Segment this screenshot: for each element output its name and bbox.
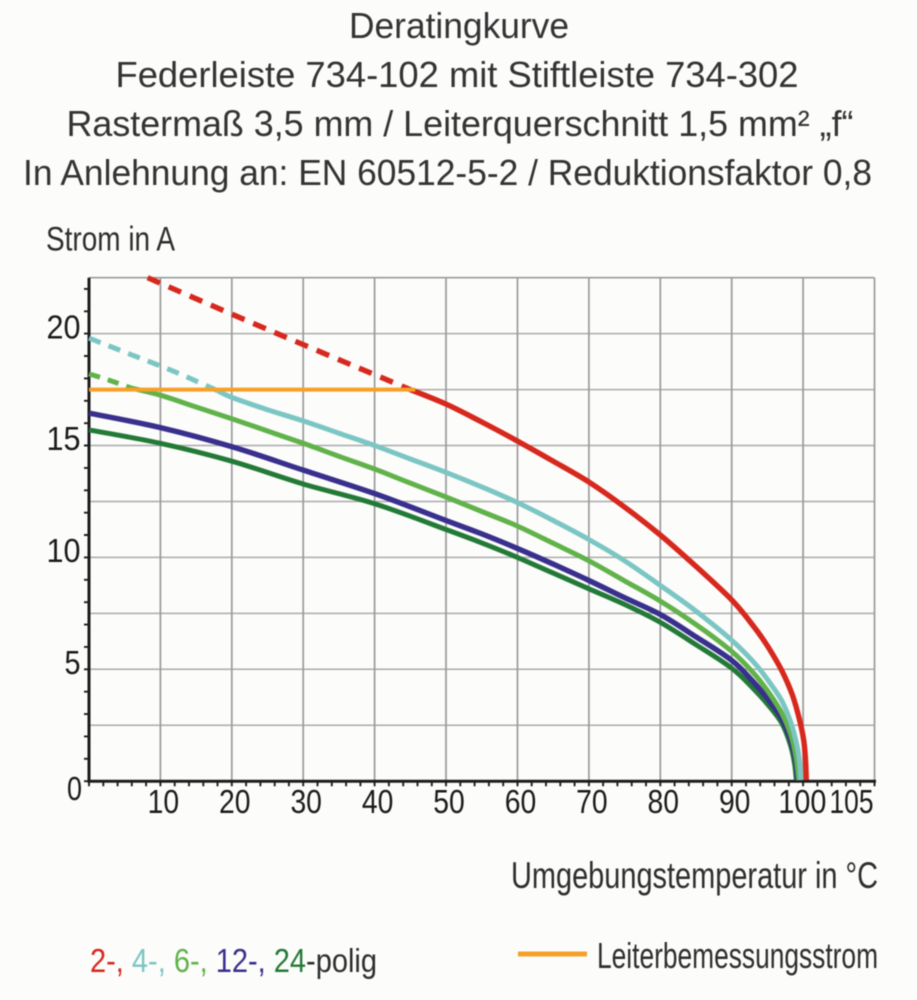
svg-text:20: 20 xyxy=(219,783,251,820)
svg-text:70: 70 xyxy=(576,783,608,820)
svg-text:100: 100 xyxy=(778,783,826,820)
svg-text:40: 40 xyxy=(362,783,394,820)
svg-text:10: 10 xyxy=(47,532,81,569)
svg-text:20: 20 xyxy=(47,308,81,345)
svg-text:90: 90 xyxy=(719,783,751,820)
svg-text:30: 30 xyxy=(290,783,322,820)
svg-text:Federleiste 734-102 mit Stiftl: Federleiste 734-102 mit Stiftleiste 734-… xyxy=(116,54,799,95)
svg-text:105: 105 xyxy=(830,783,874,820)
svg-text:Leiterbemessungsstrom: Leiterbemessungsstrom xyxy=(597,935,878,976)
svg-text:0: 0 xyxy=(67,770,82,807)
svg-text:Umgebungstemperatur in °C: Umgebungstemperatur in °C xyxy=(511,855,878,896)
svg-text:80: 80 xyxy=(648,783,680,820)
svg-text:In Anlehnung an: EN 60512-5-2: In Anlehnung an: EN 60512-5-2 / Reduktio… xyxy=(23,152,872,193)
svg-text:60: 60 xyxy=(505,783,537,820)
svg-text:Strom in A: Strom in A xyxy=(46,221,175,259)
svg-text:15: 15 xyxy=(47,420,81,457)
svg-text:10: 10 xyxy=(148,783,180,820)
svg-text:Rastermaß 3,5 mm / Leiterquers: Rastermaß 3,5 mm / Leiterquerschnitt 1,5… xyxy=(67,103,854,144)
svg-text:Deratingkurve: Deratingkurve xyxy=(349,5,569,46)
svg-text:50: 50 xyxy=(433,783,465,820)
svg-text:2-, 4-, 6-, 12-, 24-polig: 2-, 4-, 6-, 12-, 24-polig xyxy=(90,942,377,979)
svg-text:5: 5 xyxy=(65,644,81,681)
